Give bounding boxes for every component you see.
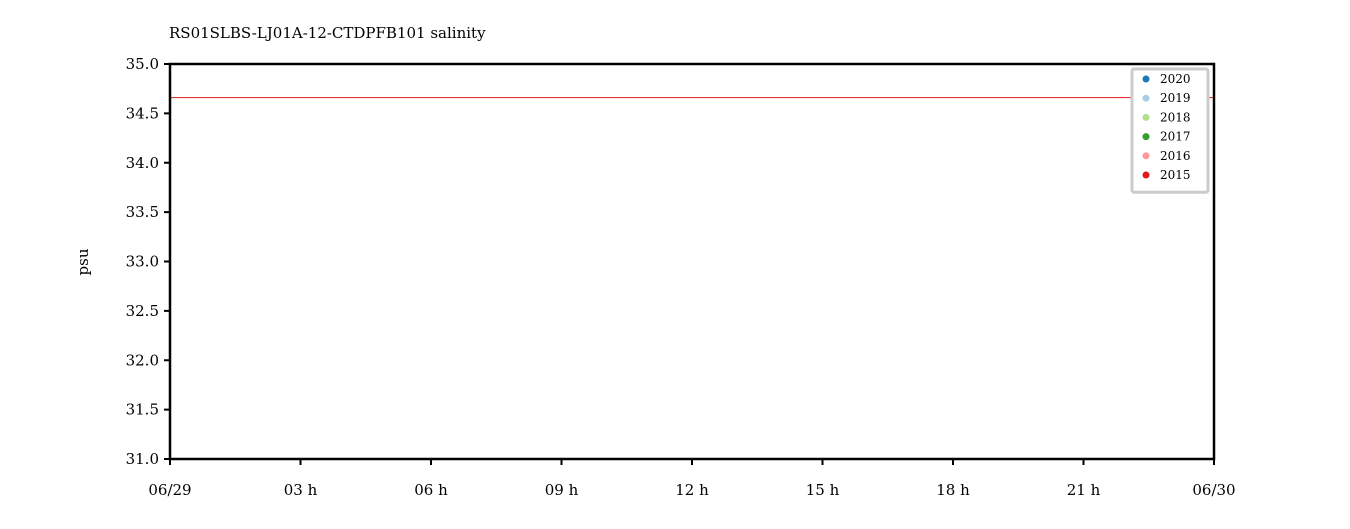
- legend-box: [1130, 67, 1210, 194]
- y-tick-label: 32.5: [126, 302, 159, 320]
- x-tick-label: 21 h: [1067, 481, 1101, 499]
- y-tick-label: 35.0: [126, 55, 159, 73]
- x-tick-label: 06/30: [1192, 481, 1235, 499]
- y-tick-label: 32.0: [126, 351, 159, 369]
- y-tick-label: 31.5: [126, 401, 159, 419]
- y-axis-label: psu: [74, 248, 92, 275]
- legend-marker-2015: [1142, 171, 1150, 179]
- x-tick-label: 18 h: [936, 481, 970, 499]
- y-tick-label: 31.0: [126, 450, 159, 468]
- legend-label-2018: 2018: [1160, 110, 1191, 124]
- legend-marker-2017: [1142, 133, 1150, 141]
- legend-label-2017: 2017: [1160, 130, 1191, 144]
- legend-marker-2020: [1142, 75, 1150, 83]
- y-tick-label: 34.0: [126, 154, 159, 172]
- legend: 2020 2019 2018 2017 2016 2015: [1130, 67, 1210, 194]
- y-tick-label: 33.0: [126, 253, 159, 271]
- legend-label-2016: 2016: [1160, 149, 1191, 163]
- legend-label-2019: 2019: [1160, 91, 1191, 105]
- legend-label-2015: 2015: [1160, 168, 1191, 182]
- x-tick-label: 09 h: [545, 481, 579, 499]
- x-tick-label: 12 h: [675, 481, 709, 499]
- x-tick-label: 06/29: [148, 481, 191, 499]
- y-tick-label: 34.5: [126, 104, 159, 122]
- plot-frame: [168, 62, 1216, 461]
- legend-marker-2016: [1142, 152, 1150, 160]
- legend-label-2020: 2020: [1160, 72, 1191, 86]
- axes: 31.0 31.5 32.0 32.5 33.0 33.5 34.0 34.5 35.0 06/2…: [126, 55, 1236, 499]
- x-tick-label: 03 h: [284, 481, 318, 499]
- chart-title: RS01SLBS-LJ01A-12-CTDPFB101 salinity: [169, 24, 486, 42]
- legend-marker-2018: [1142, 113, 1150, 121]
- x-tick-label: 15 h: [806, 481, 840, 499]
- y-tick-label: 33.5: [126, 203, 159, 221]
- legend-marker-2019: [1142, 94, 1150, 102]
- x-tick-label: 06 h: [414, 481, 448, 499]
